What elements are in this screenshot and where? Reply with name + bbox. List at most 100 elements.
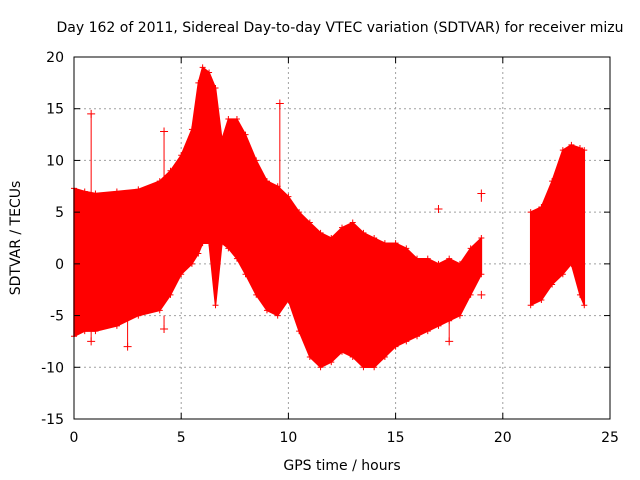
envelope-point bbox=[559, 271, 566, 278]
y-tick-label: 20 bbox=[46, 50, 64, 66]
envelope-point bbox=[242, 131, 249, 138]
envelope-point bbox=[549, 281, 556, 288]
y-tick-label: -5 bbox=[50, 309, 64, 325]
envelope-point bbox=[242, 271, 249, 278]
envelope-point bbox=[225, 116, 232, 123]
outlier-point bbox=[477, 189, 486, 198]
envelope-point bbox=[135, 186, 142, 193]
axis-ticks: 0 5 10 15 20 25 -15 -10 -5 0 5 10 15 20 bbox=[41, 50, 619, 446]
envelope-point bbox=[253, 157, 260, 164]
envelope-point bbox=[414, 333, 421, 340]
y-tick-label: 0 bbox=[55, 257, 64, 273]
grid bbox=[74, 57, 610, 419]
envelope-point bbox=[212, 85, 219, 92]
envelope-point bbox=[339, 224, 345, 231]
y-axis-label: SDTVAR / TECUs bbox=[8, 181, 24, 296]
series-area-1 bbox=[73, 66, 483, 369]
envelope-point bbox=[467, 291, 474, 298]
envelope-point bbox=[435, 260, 442, 267]
envelope-point bbox=[392, 240, 399, 247]
envelope-point bbox=[81, 188, 88, 195]
envelope-point bbox=[212, 302, 219, 309]
envelope-point bbox=[92, 190, 99, 197]
chart-title: Day 162 of 2011, Sidereal Day-to-day VTE… bbox=[57, 20, 624, 36]
envelope-point bbox=[113, 322, 120, 329]
envelope-point bbox=[225, 245, 232, 252]
envelope-point bbox=[478, 271, 485, 278]
envelope-point bbox=[188, 126, 195, 133]
envelope-point bbox=[199, 64, 206, 71]
envelope-point bbox=[446, 255, 453, 262]
envelope-point bbox=[478, 235, 485, 241]
envelope-point bbox=[424, 255, 431, 262]
envelope-point bbox=[156, 307, 163, 314]
envelope-point bbox=[195, 250, 202, 257]
envelope-point bbox=[349, 219, 356, 226]
envelope-point bbox=[199, 240, 206, 247]
envelope-point bbox=[576, 145, 583, 152]
plot-frame bbox=[73, 56, 611, 420]
envelope-point bbox=[188, 260, 195, 267]
envelope-point bbox=[263, 307, 270, 314]
x-tick-label: 20 bbox=[494, 430, 512, 446]
data-layer bbox=[71, 64, 588, 371]
envelope-point bbox=[435, 322, 442, 329]
envelope-point bbox=[167, 291, 174, 298]
envelope-point bbox=[263, 178, 270, 185]
outlier-point bbox=[477, 290, 486, 299]
y-tick-label: -10 bbox=[41, 360, 64, 376]
outlier-point bbox=[123, 342, 132, 351]
envelope-point bbox=[581, 302, 588, 309]
envelope-point bbox=[306, 219, 313, 226]
envelope-point bbox=[371, 235, 378, 241]
envelope-point bbox=[167, 167, 174, 174]
envelope-point bbox=[81, 328, 88, 335]
envelope-point bbox=[568, 141, 575, 148]
envelope-point bbox=[456, 312, 463, 319]
y-tick-label: 15 bbox=[46, 102, 64, 118]
envelope-point bbox=[328, 235, 335, 241]
x-tick-label: 25 bbox=[601, 430, 619, 446]
envelope-point bbox=[296, 328, 303, 335]
envelope-point bbox=[218, 136, 225, 143]
envelope-point bbox=[328, 359, 335, 366]
x-tick-label: 0 bbox=[70, 430, 79, 446]
outlier-point bbox=[434, 205, 443, 214]
outlier-point bbox=[275, 99, 284, 108]
envelope-point bbox=[549, 178, 556, 185]
envelope-point bbox=[381, 240, 388, 247]
envelope-point bbox=[538, 297, 545, 304]
envelope-point bbox=[424, 328, 431, 335]
envelope-point bbox=[371, 364, 378, 371]
envelope-point bbox=[559, 147, 566, 154]
x-tick-label: 5 bbox=[177, 430, 186, 446]
x-tick-label: 10 bbox=[279, 430, 297, 446]
envelope-point bbox=[178, 152, 185, 159]
y-tick-label: 10 bbox=[46, 153, 64, 169]
envelope-point bbox=[306, 353, 313, 360]
outlier-point bbox=[160, 325, 169, 334]
envelope-point bbox=[360, 229, 367, 236]
envelope-point bbox=[178, 271, 185, 278]
x-tick-label: 15 bbox=[387, 430, 405, 446]
outlier-point bbox=[87, 109, 96, 118]
envelope-point bbox=[381, 353, 388, 360]
envelope-point bbox=[206, 69, 213, 76]
envelope-point bbox=[156, 178, 163, 185]
envelope-point bbox=[456, 260, 463, 267]
outlier-point bbox=[445, 337, 454, 346]
envelope-point bbox=[135, 312, 142, 319]
y-tick-label: 5 bbox=[55, 205, 64, 221]
envelope-point bbox=[414, 255, 421, 262]
envelope-point bbox=[339, 348, 345, 355]
envelope-point bbox=[581, 147, 588, 154]
envelope-point bbox=[360, 364, 367, 371]
series-area-2 bbox=[529, 144, 586, 306]
envelope-point bbox=[285, 297, 292, 304]
envelope-point bbox=[392, 343, 399, 350]
envelope-point bbox=[274, 312, 281, 319]
envelope-point bbox=[568, 260, 575, 267]
envelope-point bbox=[233, 116, 240, 123]
envelope-point bbox=[403, 338, 410, 345]
